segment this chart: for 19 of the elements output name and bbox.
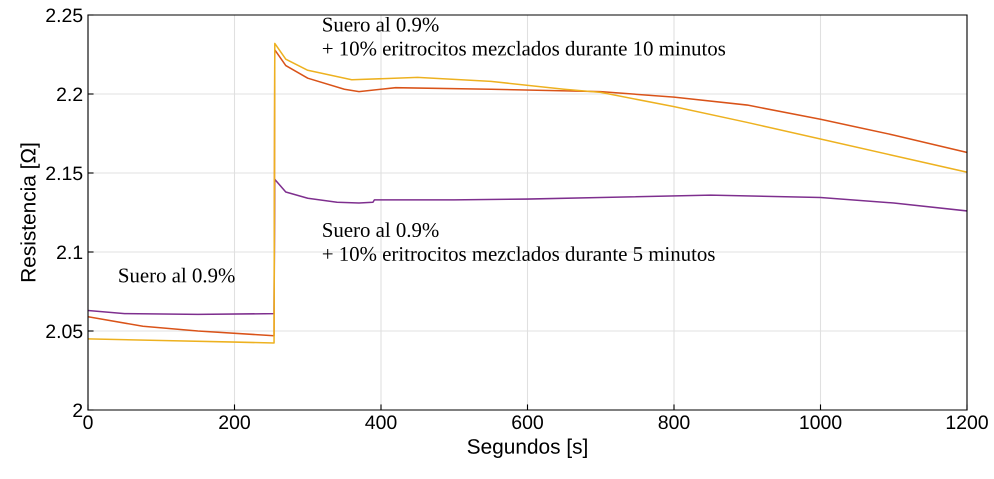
x-axis-title: Segundos [s] [468, 438, 587, 458]
x-tick-label: 200 [219, 415, 250, 430]
line-series [88, 178, 967, 316]
annotation: Suero al 0.9% + 10% eritrocitos mezclados durante 10 minutos [322, 16, 726, 56]
x-tick-label: 1000 [800, 415, 842, 430]
annotation: Suero al 0.9% [119, 268, 235, 283]
x-tick-label: 400 [365, 415, 396, 430]
x-tick-label: 600 [512, 415, 543, 430]
annotation: Suero al 0.9% + 10% eritrocitos mezclados durante 5 minutos [322, 222, 715, 262]
y-tick-label: 2.25 [46, 8, 82, 22]
y-tick-label: 2 [73, 403, 82, 418]
y-tick-label: 2.1 [57, 245, 82, 260]
x-tick-label: 800 [658, 415, 690, 430]
y-tick-label: 2.05 [46, 324, 82, 338]
x-tick-label: 1200 [946, 415, 988, 430]
y-tick-label: 2.15 [46, 166, 82, 180]
y-axis-title: Resistencia [Ω] [20, 144, 40, 282]
x-tick-label: 0 [83, 415, 93, 430]
y-tick-label: 2.2 [57, 87, 82, 102]
